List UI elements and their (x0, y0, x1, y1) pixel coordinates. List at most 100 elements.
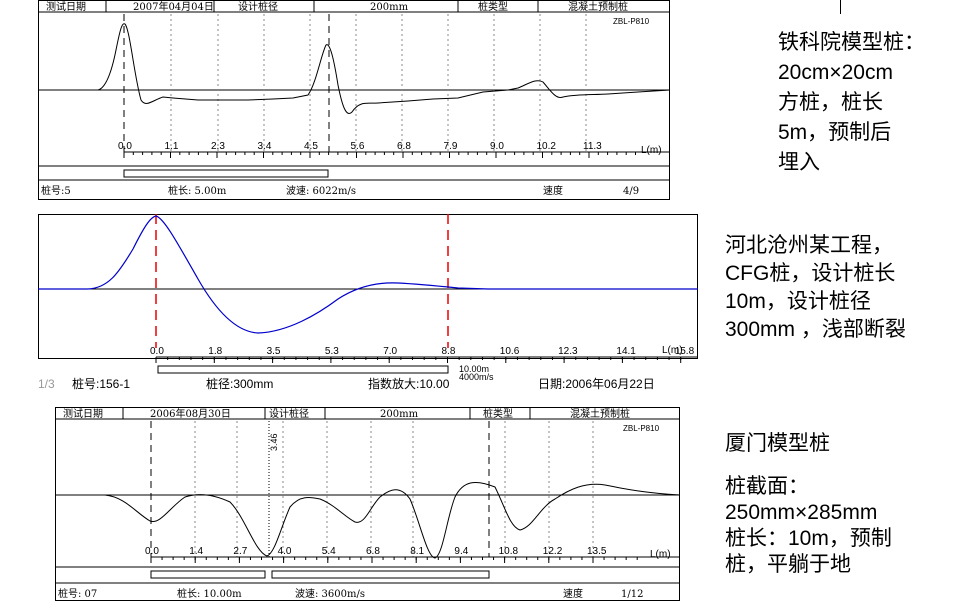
model-label: ZBL-P810 (613, 17, 650, 26)
tick-label: 0.0 (150, 346, 164, 357)
header-design-dia-label: 设计桩径 (269, 407, 309, 420)
tick-label: 1.4 (189, 546, 203, 557)
footer-page: 4/9 (623, 186, 639, 197)
panel-2-pile-test: 0.0 1.8 3.5 5.3 7.0 8.8 10.6 12.3 14.1 15.8 L(m) … (38, 214, 698, 391)
scale-speed: 4000m/s (459, 372, 494, 382)
tick-label: 11.3 (583, 141, 602, 152)
pile-length-bar-lower (271, 570, 490, 579)
tick-label: 4.5 (304, 141, 318, 152)
model-label: ZBL-P810 (623, 424, 660, 433)
panel-1-frame (38, 0, 670, 200)
axis-unit: L(m) (662, 345, 683, 356)
note-line: 方桩，桩长 (778, 91, 883, 114)
note-xiamen-details: 桩截面： 250mm×285mm 桩长：10m，预制 桩，平躺于地 (725, 474, 892, 578)
axis-unit: L(m) (650, 549, 671, 560)
callout-line (840, 0, 841, 14)
header-test-date-label: 测试日期 (46, 0, 86, 13)
tick-label: 10.2 (537, 141, 557, 152)
note-line: 300mm ，浅部断裂 (725, 318, 906, 341)
tick-label: 6.8 (397, 141, 411, 152)
tick-label: 9.0 (490, 141, 504, 152)
axis-ticks: 0.0 1.4 2.7 4.0 5.4 6.8 8.1 9.4 10.8 12.2 13.5 (145, 546, 638, 563)
tick-label: 12.2 (543, 546, 563, 557)
header-design-dia: 200mm (380, 409, 419, 420)
note-line: 5m，预制后 (778, 121, 892, 144)
tick-label: 10.6 (500, 346, 520, 357)
scale-length: 10.00m (459, 364, 489, 374)
footer-date: 日期:2006年06月22日 (538, 377, 655, 391)
header-test-date: 2007年04月04日 (133, 0, 214, 13)
panel-2-svg: 0.0 1.8 3.5 5.3 7.0 8.8 10.6 12.3 14.1 15.8 L(m) … (38, 214, 698, 391)
grid-lines (194, 421, 594, 557)
footer-speed-label: 速度 (543, 184, 563, 197)
footer-pile-length: 桩长: 5.00m (168, 184, 227, 197)
axis-unit: L(m) (641, 145, 662, 156)
velocity-waveform (38, 215, 698, 334)
footer-pile-dia: 桩径:300mm (206, 376, 273, 391)
note-line: 桩，平躺于地 (725, 553, 851, 576)
tick-label: 1.8 (208, 346, 222, 357)
velocity-waveform (38, 23, 671, 114)
note-line: 埋入 (778, 151, 820, 174)
tick-label: 5.3 (325, 346, 339, 357)
header-pile-type-label: 桩类型 (478, 0, 508, 13)
tick-label: 7.9 (444, 141, 458, 152)
tick-label: 3.5 (267, 346, 281, 357)
note-cangzhou-project: 河北沧州某工程， CFG桩，设计桩长 10m，设计桩径 300mm ，浅部断裂 (725, 232, 906, 344)
panel-3-svg: 测试日期 2006年08月30日 设计桩径 200mm 桩类型 混凝土预制桩 Z… (55, 407, 681, 601)
tick-label: 13.5 (587, 546, 607, 557)
header-test-date-label: 测试日期 (63, 407, 103, 420)
tick-label: 5.6 (351, 141, 365, 152)
tick-label: 12.3 (558, 346, 578, 357)
note-line: 10m，设计桩径 (725, 290, 871, 313)
footer-speed-label: 速度 (563, 587, 583, 600)
panel-3-frame (55, 407, 680, 601)
header-design-dia-label: 设计桩径 (238, 0, 278, 13)
tick-label: 0.0 (118, 141, 132, 152)
tick-label: 5.4 (322, 546, 336, 557)
pile-length-bar (123, 169, 329, 178)
tick-label: 0.0 (145, 546, 159, 557)
tick-label: 3.4 (258, 141, 272, 152)
tick-label: 4.0 (278, 546, 292, 557)
footer-page: 1/12 (621, 589, 643, 600)
note-line: 桩长：10m，预制 (725, 527, 892, 550)
header-pile-type: 混凝土预制桩 (568, 0, 628, 13)
footer-pile-no: 桩号:156-1 (72, 376, 130, 391)
pile-length-bar (157, 365, 449, 374)
tick-label: 1.1 (165, 141, 179, 152)
tick-label: 2.3 (211, 141, 225, 152)
axis-ticks: 0.0 1.1 2.3 3.4 4.5 5.6 6.8 7.9 9.0 10.2 11.3 (118, 141, 636, 158)
header-pile-type-label: 桩类型 (483, 407, 513, 420)
tick-label: 8.1 (410, 546, 424, 557)
axis-ticks: 0.0 1.8 3.5 5.3 7.0 8.8 10.6 12.3 14.1 15.8 (150, 346, 695, 363)
panel-3-pile-test: 测试日期 2006年08月30日 设计桩径 200mm 桩类型 混凝土预制桩 Z… (55, 407, 681, 601)
note-line: 20cm×20cm (778, 61, 893, 84)
panel-2-frame (38, 214, 698, 359)
footer-amplification: 指数放大:10.00 (368, 376, 450, 391)
footer-wave-speed: 波速: 6022m/s (286, 184, 356, 197)
tick-label: 14.1 (616, 346, 636, 357)
note-line: 250mm×285mm (725, 501, 878, 524)
defect-marker-label: 3.46 (269, 433, 279, 451)
panel-1-pile-test: 测试日期 2007年04月04日 设计桩径 200mm 桩类型 混凝土预制桩 Z… (38, 0, 671, 200)
pile-length-bar-upper (150, 570, 266, 579)
footer-pile-no: 桩号: 07 (58, 587, 97, 600)
velocity-waveform (55, 481, 681, 559)
header-design-dia: 200mm (370, 2, 409, 13)
note-line: 河北沧州某工程， (725, 234, 893, 257)
header-test-date: 2006年08月30日 (150, 407, 231, 420)
footer-pile-no: 桩号:5 (41, 184, 71, 197)
tick-label: 8.8 (442, 346, 456, 357)
note-line: 桩截面： (725, 475, 809, 498)
tick-label: 10.8 (499, 546, 519, 557)
note-model-pile-1: 铁科院模型桩： 20cm×20cm 方桩，桩长 5m，预制后 埋入 (778, 28, 925, 178)
footer-page: 1/3 (38, 377, 55, 391)
grid-lines (170, 14, 587, 152)
tick-label: 6.8 (366, 546, 380, 557)
footer-wave-speed: 波速: 3600m/s (295, 587, 365, 600)
tick-label: 7.0 (383, 346, 397, 357)
header-pile-type: 混凝土预制桩 (570, 407, 630, 420)
footer-pile-length: 桩长: 10.00m (177, 587, 242, 600)
panel-1-svg: 测试日期 2007年04月04日 设计桩径 200mm 桩类型 混凝土预制桩 Z… (38, 0, 671, 200)
